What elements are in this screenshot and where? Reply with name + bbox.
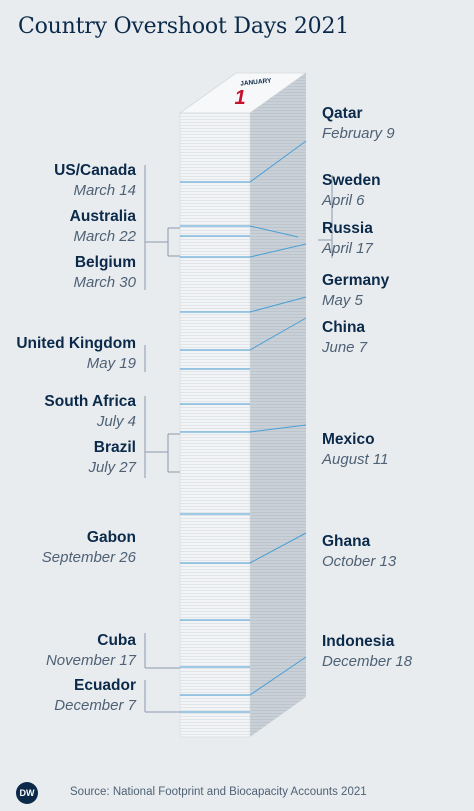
overshoot-date: April 6: [322, 192, 365, 209]
right-label-qatar: Qatar February 9: [322, 104, 395, 144]
right-label-indonesia: Indonesia December 18: [322, 632, 412, 672]
overshoot-date: May 5: [322, 292, 363, 309]
stack-front-face: [179, 112, 251, 738]
country-name: Belgium: [74, 254, 136, 271]
right-connector-3: [249, 296, 307, 313]
left-label-ecuador: Ecuador December 7: [54, 676, 136, 716]
country-name: Australia: [69, 208, 136, 225]
marker-lines: [180, 140, 307, 713]
stack-side-face: [250, 73, 306, 737]
country-name: United Kingdom: [16, 335, 136, 352]
dw-logo: DW: [16, 782, 38, 804]
country-name: Gabon: [86, 529, 136, 546]
right-connector-0: [249, 140, 307, 183]
country-name: Ecuador: [73, 677, 136, 694]
overshoot-date: July 4: [96, 413, 136, 430]
overshoot-date: November 17: [45, 652, 136, 669]
overshoot-date: October 13: [322, 553, 397, 570]
country-name: Indonesia: [322, 633, 395, 650]
country-name: China: [322, 319, 366, 336]
country-name: Ghana: [322, 533, 371, 550]
right-connector-2: [249, 243, 307, 258]
right-connector-1: [249, 225, 299, 238]
right-connector-5: [249, 424, 307, 433]
country-name: South Africa: [44, 393, 136, 410]
calendar-month: JANUARY: [240, 77, 272, 87]
country-name: Cuba: [97, 632, 136, 649]
overshoot-date: February 9: [322, 125, 395, 142]
country-name: Mexico: [322, 431, 375, 448]
left-label-brazil: Brazil July 27: [88, 438, 136, 478]
source-text: Source: National Footprint and Biocapaci…: [70, 786, 367, 798]
left-label-australia: Australia March 22: [70, 207, 136, 247]
left-label-us-canada: US/Canada March 14: [54, 161, 136, 201]
country-name: Sweden: [322, 172, 381, 189]
overshoot-date: May 19: [86, 355, 136, 372]
left-label-united-kingdom: United Kingdom May 19: [16, 334, 136, 374]
left-label-south-africa: South Africa July 4: [44, 392, 136, 432]
right-connector-4: [249, 317, 307, 351]
left-label-gabon: Gabon September 26: [42, 528, 136, 568]
right-connector-7: [249, 656, 307, 696]
right-label-sweden: Sweden April 6: [322, 171, 381, 211]
calendar-day: 1: [234, 87, 245, 109]
right-label-mexico: Mexico August 11: [322, 430, 388, 470]
country-name: US/Canada: [54, 162, 136, 179]
overshoot-date: July 27: [88, 459, 136, 476]
overshoot-date: March 30: [73, 274, 136, 291]
right-label-ghana: Ghana October 13: [322, 532, 396, 572]
overshoot-date: April 17: [322, 240, 373, 257]
country-name: Germany: [322, 272, 390, 289]
right-label-germany: Germany May 5: [322, 271, 389, 311]
brackets: [144, 165, 333, 713]
overshoot-date: December 7: [54, 697, 136, 714]
overshoot-date: March 22: [73, 228, 136, 245]
overshoot-date: March 14: [73, 182, 136, 199]
overshoot-date: September 26: [41, 549, 136, 566]
country-name: Russia: [322, 220, 373, 237]
left-label-belgium: Belgium March 30: [73, 253, 136, 293]
overshoot-date: December 18: [322, 653, 413, 670]
right-label-russia: Russia April 17: [322, 219, 373, 259]
left-label-cuba: Cuba November 17: [46, 631, 136, 671]
page-title: Country Overshoot Days 2021: [18, 14, 350, 39]
overshoot-date: June 7: [322, 339, 368, 356]
country-name: Qatar: [322, 105, 363, 122]
country-name: Brazil: [93, 439, 136, 456]
overshoot-date: August 11: [322, 451, 389, 468]
right-label-china: China June 7: [322, 318, 367, 358]
right-connector-6: [249, 532, 307, 564]
footer: DW Source: National Footprint and Biocap…: [0, 776, 474, 811]
